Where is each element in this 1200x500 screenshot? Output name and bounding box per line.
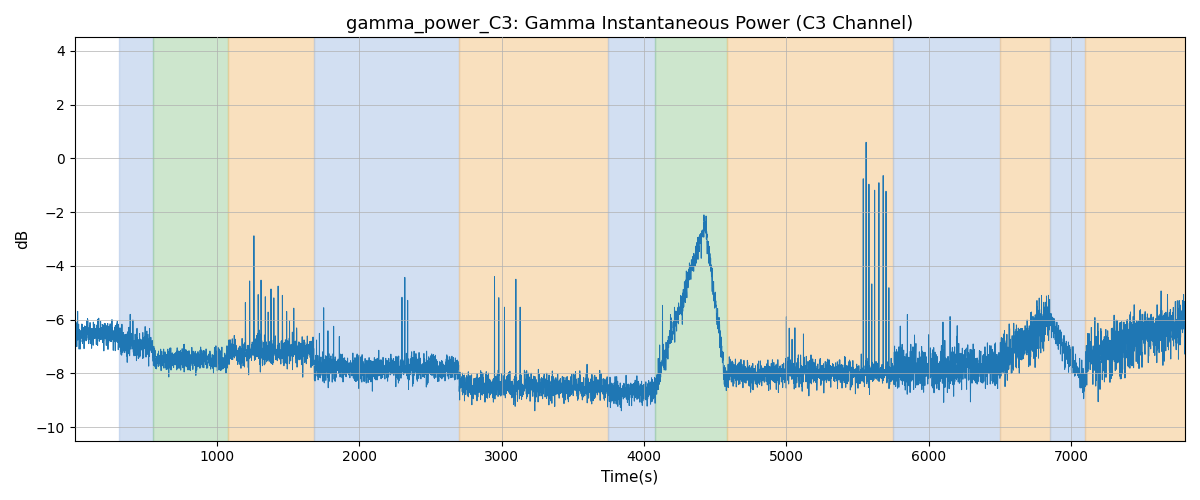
Bar (1050, 38, 1085, 440)
Bar (152, 38, 228, 440)
Y-axis label: dB: dB (14, 229, 30, 249)
Bar (119, 38, 152, 440)
Bar (726, 38, 893, 440)
Bar (893, 38, 1000, 440)
Bar (655, 38, 726, 440)
Bar (608, 38, 655, 440)
Bar (458, 38, 608, 440)
Bar (228, 38, 313, 440)
Bar (313, 38, 458, 440)
Bar (1085, 38, 1186, 440)
X-axis label: Time(s): Time(s) (601, 470, 659, 485)
Title: gamma_power_C3: Gamma Instantaneous Power (C3 Channel): gamma_power_C3: Gamma Instantaneous Powe… (346, 15, 913, 34)
Bar (1000, 38, 1050, 440)
